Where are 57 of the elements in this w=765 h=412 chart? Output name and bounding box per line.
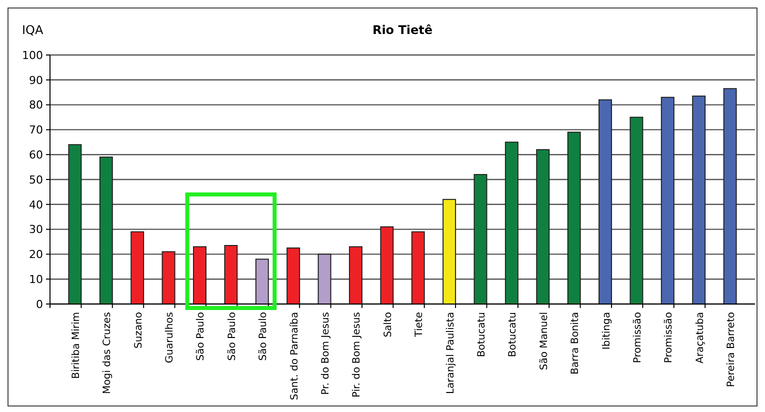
bar <box>536 149 550 304</box>
x-tick-label: Botucatu <box>508 312 519 358</box>
x-tick-label: Promissão <box>632 312 644 364</box>
y-tick-label: 40 <box>29 198 43 212</box>
x-tick-label: Salto <box>382 312 394 338</box>
bar <box>411 231 425 304</box>
bar <box>99 156 113 304</box>
y-tick-label: 30 <box>29 223 43 236</box>
x-tick-label: São Paulo <box>196 312 207 361</box>
y-tick-label: 50 <box>29 173 43 186</box>
x-tick-label: São Paulo <box>258 312 270 361</box>
x-tick-label: Suzano <box>133 312 144 349</box>
bar <box>474 174 488 304</box>
bar <box>348 246 362 304</box>
y-tick-label: 10 <box>29 272 43 286</box>
bar <box>224 244 238 304</box>
bar <box>68 144 82 304</box>
bar <box>567 132 581 304</box>
bar <box>162 251 176 304</box>
y-axis-title: IQA <box>22 23 44 37</box>
x-tick-label: São Paulo <box>226 312 238 361</box>
y-tick-label: 20 <box>29 248 43 262</box>
y-tick-label: 80 <box>29 98 43 112</box>
bar <box>723 88 737 304</box>
x-tick-label: Guarulhos <box>164 312 176 364</box>
bar <box>286 247 300 304</box>
x-tick-label: Barra Bonita <box>570 312 582 374</box>
x-tick-label: Tiete <box>414 312 426 338</box>
y-tick-label: 70 <box>29 124 43 137</box>
bar <box>504 142 518 304</box>
bar <box>598 99 612 304</box>
bar <box>692 96 706 304</box>
x-tick-label: Botucatu <box>476 312 488 358</box>
y-tick-label: 100 <box>22 48 43 62</box>
x-tick-label: Pereira Barreto <box>726 312 738 388</box>
x-tick-label: Pr. do Bom Jesus <box>320 312 332 395</box>
bar <box>130 231 144 304</box>
x-tick-label: Ibitinga <box>601 312 612 350</box>
bar <box>442 198 456 304</box>
bar <box>630 116 644 304</box>
bar <box>318 254 332 304</box>
bar <box>255 258 269 304</box>
bar <box>192 246 206 304</box>
y-tick-label: 60 <box>29 148 43 162</box>
x-tick-label: Promissão <box>664 312 675 364</box>
x-tick-label: Araçatuba <box>694 312 706 364</box>
y-tick-label: 90 <box>29 74 43 87</box>
x-tick-label: São Manuel <box>538 312 550 370</box>
bar <box>380 226 394 304</box>
x-tick-label: Pir. do Bom Jesus <box>352 312 363 398</box>
x-tick-label: Mogi das Cruzes <box>102 312 114 394</box>
x-tick-label: Biritiba Mirim <box>70 312 82 379</box>
bar <box>660 96 674 304</box>
x-tick-label: Sant. do Parnaíba <box>289 312 300 400</box>
y-tick-label: 0 <box>36 298 43 311</box>
x-tick-label: Laranjal Paulista <box>445 312 456 394</box>
chart-title: Rio Tietê <box>372 23 433 37</box>
